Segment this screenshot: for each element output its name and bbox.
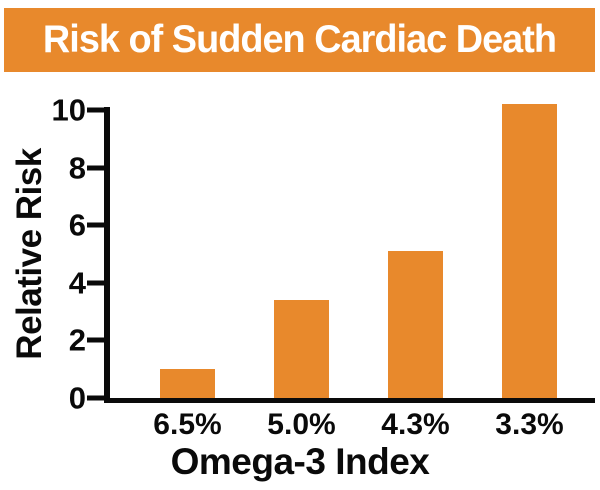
bar-5-0pct (274, 300, 329, 398)
y-tick-mark-10 (87, 107, 104, 113)
x-axis-label: Omega-3 Index (170, 441, 430, 482)
y-tick-label-6: 6 (68, 207, 86, 243)
x-tick-label-3-3pct: 3.3% (495, 408, 564, 441)
y-tick-label-8: 8 (68, 150, 86, 186)
y-tick-label-4: 4 (68, 265, 86, 301)
y-tick-mark-8 (87, 165, 104, 171)
bar-3-3pct (502, 104, 557, 398)
y-tick-mark-4 (87, 280, 104, 286)
y-tick-label-0: 0 (68, 380, 86, 416)
chart-title-banner: Risk of Sudden Cardiac Death (4, 8, 595, 72)
y-tick-mark-0 (87, 395, 104, 401)
x-tick-label-4-3pct: 4.3% (381, 408, 450, 441)
y-tick-label-2: 2 (68, 322, 86, 358)
x-axis-line (104, 398, 595, 403)
plot-area: 0 2 4 6 8 10 6.5% 5.0% 4.3% 3.3% (52, 95, 596, 441)
y-tick-label-10: 10 (51, 92, 86, 128)
y-tick-mark-6 (87, 222, 104, 228)
bar-4-3pct (388, 251, 443, 398)
y-tick-mark-2 (87, 337, 104, 343)
x-tick-label-5-0pct: 5.0% (267, 408, 336, 441)
chart-title: Risk of Sudden Cardiac Death (42, 18, 557, 61)
bar-6-5pct (160, 369, 215, 398)
y-axis-line (104, 107, 110, 401)
x-tick-label-6-5pct: 6.5% (153, 408, 222, 441)
